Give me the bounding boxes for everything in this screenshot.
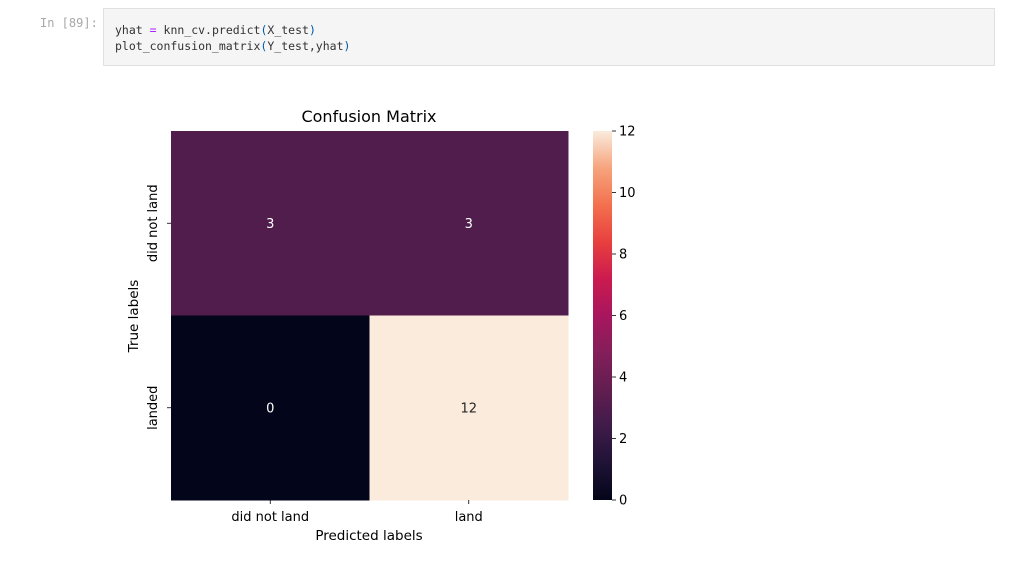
x-tick-label: did not land	[231, 510, 309, 525]
colorbar-tick-label: 8	[619, 248, 627, 263]
heatmap-cell	[171, 315, 370, 501]
cell-value-label: 0	[266, 401, 274, 416]
colorbar	[593, 131, 612, 500]
colorbar-tick-label: 6	[619, 309, 627, 324]
x-tick-label: land	[455, 510, 483, 525]
y-tick-label: did not land	[146, 184, 161, 262]
cell-value-label: 3	[465, 217, 473, 232]
code-line-1: yhat = knn_cv.predict(X_test)	[115, 23, 316, 37]
code-token: =	[149, 23, 157, 37]
x-axis-label: Predicted labels	[315, 528, 422, 544]
cell-value-label: 12	[460, 401, 477, 416]
code-token: (	[260, 39, 268, 53]
code-token: )	[308, 23, 316, 37]
code-line-2: plot_confusion_matrix(Y_test,yhat)	[115, 39, 350, 53]
cell-value-label: 3	[266, 217, 274, 232]
chart-title: Confusion Matrix	[301, 107, 436, 126]
y-tick-label: landed	[146, 386, 161, 430]
heatmap-cell	[369, 315, 569, 501]
colorbar-tick-label: 12	[619, 125, 636, 140]
code-token: Y_test,yhat	[267, 39, 344, 53]
confusion-matrix-chart: Confusion Matrix 3 30 12 did not land land …	[126, 107, 636, 544]
code-token: plot_confusion_matrix	[115, 39, 261, 53]
colorbar-tick-label: 2	[619, 432, 627, 447]
code-token: knn_cv.predict	[163, 23, 261, 37]
code-token: )	[343, 39, 351, 53]
heatmap-cell	[171, 131, 370, 316]
y-axis-label: True labels	[126, 280, 142, 354]
heatmap-cell	[369, 131, 569, 316]
code-token: X_test	[267, 23, 309, 37]
input-prompt: In [89]:	[40, 16, 98, 30]
cell-output: Confusion Matrix 3 3 0 12 did not land land …	[103, 90, 703, 560]
code-editor[interactable]: yhat = knn_cv.predict(X_test) plot_confu…	[103, 8, 995, 66]
colorbar-tick-label: 4	[619, 371, 627, 386]
colorbar-tick-label: 10	[619, 186, 636, 201]
colorbar-tick-label: 0	[619, 494, 627, 509]
code-token: (	[260, 23, 268, 37]
code-token: yhat	[115, 23, 143, 37]
